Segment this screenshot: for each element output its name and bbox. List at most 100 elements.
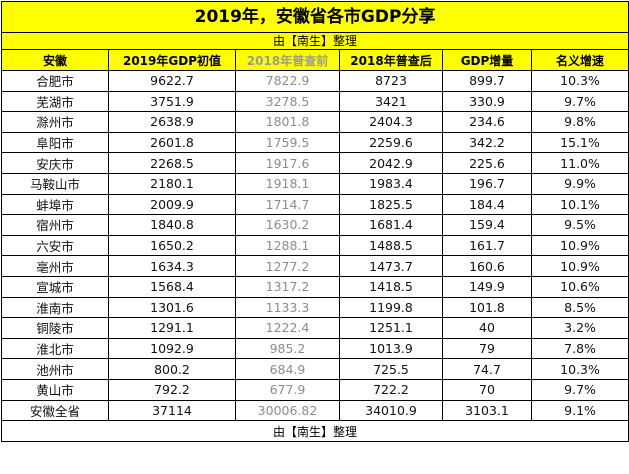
gdp-2018-before-census-cell[interactable]: 3278.5 (235, 90, 340, 113)
gdp-2018-after-census-cell[interactable]: 1013.9 (339, 337, 443, 360)
gdp-2018-after-census-cell[interactable]: 2404.3 (339, 111, 443, 133)
region-cell[interactable]: 铜陵市 (1, 317, 109, 339)
gdp-2018-after-census-cell[interactable]: 8723 (339, 70, 443, 92)
column-header-region[interactable]: 安徽 (1, 49, 109, 71)
gdp-2018-before-census-cell[interactable]: 1133.3 (235, 296, 340, 319)
column-header-nominal-growth[interactable]: 名义增速 (530, 49, 629, 71)
gdp-2019-cell[interactable]: 1092.9 (108, 337, 236, 360)
gdp-2018-before-census-cell[interactable]: 1801.8 (235, 111, 340, 133)
gdp-2018-before-census-cell[interactable]: 1714.7 (235, 193, 340, 216)
gdp-2018-before-census-cell[interactable]: 1630.2 (235, 214, 340, 236)
gdp-2018-before-census-cell[interactable]: 1277.2 (235, 255, 340, 277)
gdp-increase-cell[interactable]: 184.4 (442, 193, 532, 216)
region-cell[interactable]: 滁州市 (1, 111, 109, 133)
gdp-2018-after-census-cell[interactable]: 1251.1 (339, 317, 443, 339)
gdp-2019-cell[interactable]: 2180.1 (108, 172, 236, 195)
nominal-growth-cell[interactable]: 8.5% (530, 296, 629, 319)
gdp-2019-cell[interactable]: 2268.5 (108, 152, 236, 174)
region-cell[interactable]: 马鞍山市 (1, 172, 109, 195)
gdp-2018-after-census-cell[interactable]: 725.5 (339, 358, 443, 380)
gdp-increase-cell[interactable]: 899.7 (442, 70, 532, 92)
gdp-2018-after-census-cell[interactable]: 1983.4 (339, 172, 443, 195)
nominal-growth-cell[interactable]: 9.7% (530, 90, 629, 113)
gdp-2018-before-census-cell[interactable]: 985.2 (235, 337, 340, 360)
gdp-2018-before-census-cell[interactable]: 30006.82 (235, 399, 340, 422)
nominal-growth-cell[interactable]: 10.9% (530, 255, 629, 277)
region-cell[interactable]: 蚌埠市 (1, 193, 109, 216)
gdp-2019-cell[interactable]: 2638.9 (108, 111, 236, 133)
gdp-2018-before-census-cell[interactable]: 7822.9 (235, 70, 340, 92)
gdp-2019-cell[interactable]: 1634.3 (108, 255, 236, 277)
gdp-2019-cell[interactable]: 2601.8 (108, 131, 236, 154)
nominal-growth-cell[interactable]: 10.6% (530, 275, 629, 298)
gdp-increase-cell[interactable]: 74.7 (442, 358, 532, 380)
gdp-increase-cell[interactable]: 101.8 (442, 296, 532, 319)
gdp-2018-after-census-cell[interactable]: 1825.5 (339, 193, 443, 216)
gdp-increase-cell[interactable]: 330.9 (442, 90, 532, 113)
region-cell[interactable]: 亳州市 (1, 255, 109, 277)
gdp-2019-cell[interactable]: 1650.2 (108, 234, 236, 257)
gdp-increase-cell[interactable]: 234.6 (442, 111, 532, 133)
gdp-increase-cell[interactable]: 196.7 (442, 172, 532, 195)
gdp-2018-after-census-cell[interactable]: 2042.9 (339, 152, 443, 174)
gdp-2019-cell[interactable]: 1568.4 (108, 275, 236, 298)
gdp-increase-cell[interactable]: 70 (442, 378, 532, 401)
gdp-2019-cell[interactable]: 3751.9 (108, 90, 236, 113)
gdp-2019-cell[interactable]: 9622.7 (108, 70, 236, 92)
gdp-2018-before-census-cell[interactable]: 1317.2 (235, 275, 340, 298)
region-cell[interactable]: 合肥市 (1, 70, 109, 92)
gdp-2018-after-census-cell[interactable]: 2259.6 (339, 131, 443, 154)
nominal-growth-cell[interactable]: 9.7% (530, 378, 629, 401)
column-header-gdp-2019[interactable]: 2019年GDP初值 (108, 49, 236, 71)
nominal-growth-cell[interactable]: 9.1% (530, 399, 629, 422)
gdp-2018-before-census-cell[interactable]: 1288.1 (235, 234, 340, 257)
gdp-2018-after-census-cell[interactable]: 1488.5 (339, 234, 443, 257)
gdp-increase-cell[interactable]: 149.9 (442, 275, 532, 298)
nominal-growth-cell[interactable]: 10.1% (530, 193, 629, 216)
nominal-growth-cell[interactable]: 10.9% (530, 234, 629, 257)
region-cell[interactable]: 六安市 (1, 234, 109, 257)
nominal-growth-cell[interactable]: 3.2% (530, 317, 629, 339)
gdp-increase-cell[interactable]: 161.7 (442, 234, 532, 257)
gdp-2018-before-census-cell[interactable]: 677.9 (235, 378, 340, 401)
column-header-gdp-increase[interactable]: GDP增量 (442, 49, 532, 71)
gdp-increase-cell[interactable]: 342.2 (442, 131, 532, 154)
gdp-2019-cell[interactable]: 792.2 (108, 378, 236, 401)
gdp-2018-after-census-cell[interactable]: 1681.4 (339, 214, 443, 236)
gdp-increase-cell[interactable]: 225.6 (442, 152, 532, 174)
column-header-gdp-2018-after-census[interactable]: 2018年普查后 (339, 49, 443, 71)
gdp-increase-cell[interactable]: 3103.1 (442, 399, 532, 422)
column-header-gdp-2018-before-census[interactable]: 2018年普查前 (235, 49, 340, 71)
region-cell[interactable]: 芜湖市 (1, 90, 109, 113)
nominal-growth-cell[interactable]: 7.8% (530, 337, 629, 360)
gdp-2018-before-census-cell[interactable]: 1917.6 (235, 152, 340, 174)
gdp-2018-after-census-cell[interactable]: 1199.8 (339, 296, 443, 319)
gdp-increase-cell[interactable]: 160.6 (442, 255, 532, 277)
gdp-2018-before-census-cell[interactable]: 1918.1 (235, 172, 340, 195)
gdp-2018-after-census-cell[interactable]: 34010.9 (339, 399, 443, 422)
gdp-2019-cell[interactable]: 800.2 (108, 358, 236, 380)
region-cell[interactable]: 阜阳市 (1, 131, 109, 154)
gdp-2018-after-census-cell[interactable]: 722.2 (339, 378, 443, 401)
nominal-growth-cell[interactable]: 10.3% (530, 358, 629, 380)
gdp-2019-cell[interactable]: 1301.6 (108, 296, 236, 319)
gdp-increase-cell[interactable]: 159.4 (442, 214, 532, 236)
region-cell[interactable]: 宣城市 (1, 275, 109, 298)
gdp-2018-after-census-cell[interactable]: 1418.5 (339, 275, 443, 298)
region-cell[interactable]: 黄山市 (1, 378, 109, 401)
nominal-growth-cell[interactable]: 11.0% (530, 152, 629, 174)
nominal-growth-cell[interactable]: 9.5% (530, 214, 629, 236)
gdp-2018-before-census-cell[interactable]: 1759.5 (235, 131, 340, 154)
nominal-growth-cell[interactable]: 15.1% (530, 131, 629, 154)
region-cell[interactable]: 淮北市 (1, 337, 109, 360)
region-cell[interactable]: 安徽全省 (1, 399, 109, 422)
region-cell[interactable]: 宿州市 (1, 214, 109, 236)
gdp-2019-cell[interactable]: 1291.1 (108, 317, 236, 339)
gdp-2019-cell[interactable]: 2009.9 (108, 193, 236, 216)
gdp-2019-cell[interactable]: 1840.8 (108, 214, 236, 236)
gdp-2018-before-census-cell[interactable]: 684.9 (235, 358, 340, 380)
region-cell[interactable]: 池州市 (1, 358, 109, 380)
nominal-growth-cell[interactable]: 9.9% (530, 172, 629, 195)
nominal-growth-cell[interactable]: 9.8% (530, 111, 629, 133)
region-cell[interactable]: 淮南市 (1, 296, 109, 319)
